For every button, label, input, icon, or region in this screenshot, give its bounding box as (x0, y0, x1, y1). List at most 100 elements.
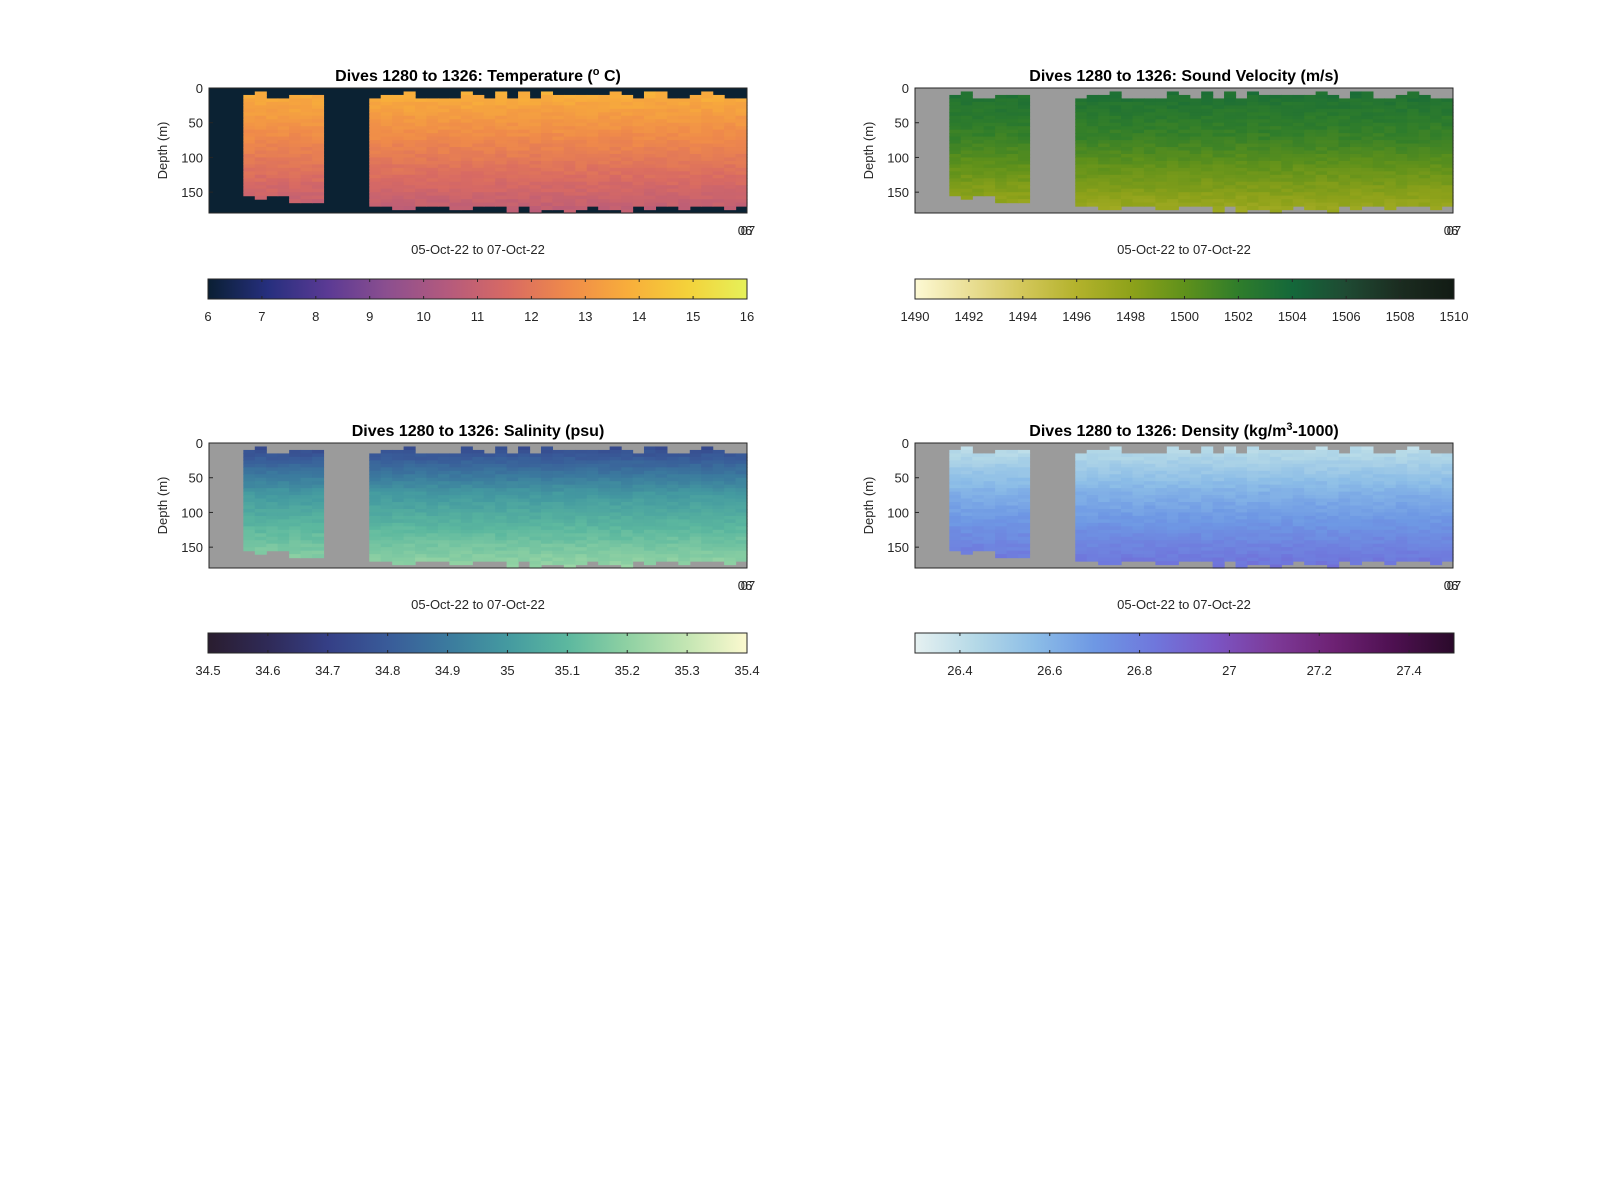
heatmap-cell (1086, 105, 1099, 110)
heatmap-cell (1315, 561, 1328, 566)
heatmap-cell (1258, 98, 1271, 103)
heatmap-cell (1178, 550, 1191, 555)
heatmap-cell (1349, 453, 1363, 458)
heatmap-cell (598, 467, 611, 472)
heatmap-cell (289, 164, 302, 169)
heatmap-cell (277, 164, 290, 169)
heatmap-cell (1407, 164, 1420, 169)
heatmap-cell (575, 561, 588, 566)
heatmap-cell (1212, 540, 1225, 545)
heatmap-cell (437, 529, 450, 534)
heatmap-cell (1292, 202, 1305, 207)
heatmap-cell (678, 498, 691, 503)
heatmap-cell (1155, 129, 1168, 134)
heatmap-cell (1189, 101, 1202, 106)
heatmap-cell (277, 167, 290, 172)
heatmap-cell (689, 529, 702, 534)
heatmap-cell (403, 98, 416, 103)
heatmap-cell (678, 515, 691, 520)
heatmap-cell (1224, 119, 1237, 124)
heatmap-cell (563, 108, 576, 113)
heatmap-cell (1269, 105, 1282, 110)
heatmap-cell (540, 446, 554, 451)
heatmap-cell (1098, 529, 1111, 534)
heatmap-cell (1304, 150, 1317, 155)
heatmap-cell (449, 101, 462, 106)
heatmap-cell (960, 126, 973, 131)
heatmap-cell (983, 112, 996, 117)
heatmap-cell (289, 543, 302, 548)
heatmap-cell (1258, 460, 1271, 465)
heatmap-cell (586, 185, 599, 190)
heatmap-cell (632, 456, 645, 461)
heatmap-cell (426, 547, 439, 552)
heatmap-cell (621, 529, 634, 534)
heatmap-cell (1315, 91, 1328, 96)
heatmap-cell (1155, 557, 1168, 562)
heatmap-cell (1098, 136, 1111, 141)
heatmap-cell (689, 192, 702, 197)
heatmap-cell (1258, 101, 1271, 106)
heatmap-cell (1418, 126, 1431, 131)
heatmap-cell (1166, 202, 1179, 207)
heatmap-cell (983, 143, 996, 148)
heatmap-cell (632, 108, 645, 113)
heatmap-cell (518, 498, 531, 503)
heatmap-cell (529, 460, 542, 465)
heatmap-cell (426, 122, 439, 127)
heatmap-cell (1075, 188, 1088, 193)
heatmap-cell (1304, 554, 1317, 559)
heatmap-cell (1201, 547, 1214, 552)
heatmap-cell (712, 143, 725, 148)
heatmap-cell (1006, 98, 1019, 103)
heatmap-cell (540, 453, 554, 458)
heatmap-cell (609, 543, 622, 548)
heatmap-cell (483, 456, 496, 461)
heatmap-cell (472, 505, 485, 510)
heatmap-cell (1361, 167, 1374, 172)
heatmap-cell (266, 136, 279, 141)
heatmap-cell (1086, 157, 1099, 162)
heatmap-cell (1338, 522, 1351, 527)
heatmap-cell (1315, 536, 1328, 541)
heatmap-cell (1304, 202, 1317, 207)
heatmap-cell (1281, 150, 1294, 155)
heatmap-cell (1395, 178, 1408, 183)
heatmap-cell (666, 547, 679, 552)
heatmap-cell (415, 522, 428, 527)
heatmap-cell (1018, 164, 1031, 169)
heatmap-cell (300, 456, 313, 461)
heatmap-cell (609, 526, 622, 531)
heatmap-cell (586, 174, 599, 179)
heatmap-cell (392, 460, 405, 465)
heatmap-cell (1155, 147, 1168, 152)
heatmap-cell (1075, 515, 1088, 520)
heatmap-cell (586, 515, 599, 520)
heatmap-cell (621, 519, 634, 524)
heatmap-cell (689, 98, 702, 103)
heatmap-cell (563, 488, 576, 493)
heatmap-cell (1418, 112, 1431, 117)
heatmap-cell (655, 484, 668, 489)
heatmap-cell (1235, 181, 1248, 186)
heatmap-cell (437, 185, 450, 190)
heatmap-cell (1201, 484, 1214, 489)
heatmap-cell (1304, 133, 1317, 138)
heatmap-cell (426, 498, 439, 503)
heatmap-cell (312, 164, 325, 169)
heatmap-cell (1075, 463, 1088, 468)
heatmap-cell (1315, 160, 1328, 165)
heatmap-cell (254, 508, 267, 514)
heatmap-cell (1143, 119, 1156, 124)
heatmap-cell (724, 481, 737, 486)
heatmap-cell (735, 470, 748, 475)
heatmap-cell (575, 522, 588, 527)
heatmap-cell (1132, 174, 1145, 179)
heatmap-cell (426, 474, 439, 479)
heatmap-cell (666, 150, 679, 155)
heatmap-cell (1441, 105, 1454, 110)
heatmap-cell (563, 536, 576, 541)
heatmap-cell (1292, 157, 1305, 162)
heatmap-cell (1395, 133, 1408, 138)
heatmap-cell (426, 136, 439, 141)
